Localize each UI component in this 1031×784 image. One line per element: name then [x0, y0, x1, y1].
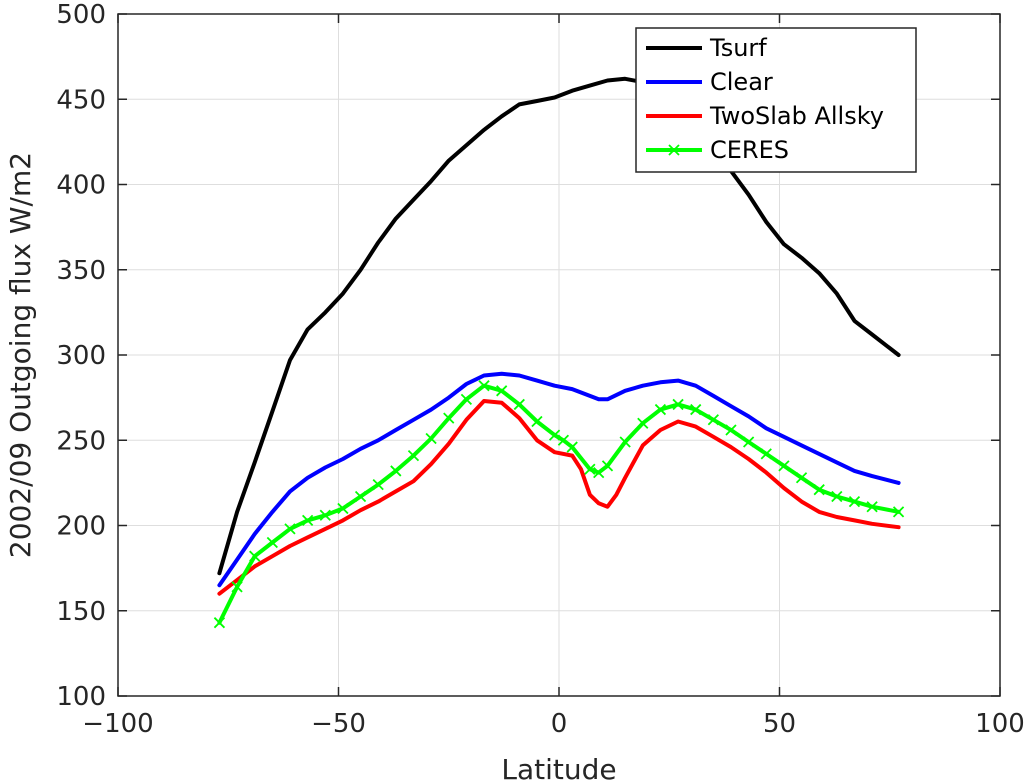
- legend-label-tsurf: Tsurf: [709, 34, 767, 62]
- y-tick-label: 300: [56, 341, 106, 371]
- series-clear: [217, 371, 901, 588]
- data-point-ceres: [213, 617, 226, 629]
- series-tsurf: [217, 76, 901, 576]
- data-point-ceres: [742, 436, 755, 448]
- ticks: −100 −50 0 50 100 100 150 200 250 300 350 400 450 500: [56, 0, 1024, 739]
- y-tick-label: 450: [56, 85, 106, 115]
- data-point-ceres: [760, 448, 772, 460]
- data-point-ceres: [425, 432, 437, 445]
- plot-series: [213, 76, 905, 629]
- x-tick-label: 50: [763, 709, 796, 739]
- data-point-ceres: [372, 478, 384, 491]
- data-point-ceres: [831, 490, 843, 503]
- data-point-ceres: [690, 403, 702, 416]
- data-point-ceres: [301, 514, 314, 527]
- data-point-ceres: [566, 441, 578, 453]
- data-point-ceres: [813, 484, 825, 496]
- data-point-ceres: [443, 412, 455, 424]
- data-point-ceres: [460, 393, 473, 405]
- y-tick-label: 100: [56, 682, 106, 712]
- x-tick-label: 100: [975, 709, 1025, 739]
- data-point-ceres: [513, 398, 525, 411]
- data-point-ceres: [531, 415, 543, 428]
- series-line-tsurf: [217, 76, 901, 576]
- x-tick-label: −50: [311, 709, 366, 739]
- data-point-ceres: [593, 467, 605, 479]
- data-point-ceres: [637, 417, 649, 429]
- legend-label-clear: Clear: [710, 68, 773, 96]
- data-point-ceres: [725, 424, 737, 436]
- data-point-ceres: [654, 403, 667, 416]
- data-point-ceres: [672, 398, 684, 411]
- data-point-ceres: [478, 380, 490, 392]
- data-point-ceres: [557, 434, 570, 446]
- data-point-ceres: [249, 550, 261, 562]
- data-point-ceres: [284, 523, 296, 535]
- legend: Tsurf Clear TwoSlab Allsky CERES: [635, 27, 917, 173]
- data-point-ceres: [584, 463, 596, 475]
- data-point-ceres: [707, 414, 719, 426]
- data-point-ceres: [866, 501, 878, 513]
- data-point-ceres: [601, 460, 614, 472]
- data-point-ceres: [407, 449, 420, 462]
- legend-marker-ceres: [668, 144, 680, 156]
- x-tick-label: 0: [551, 709, 568, 739]
- data-point-ceres: [231, 581, 243, 593]
- x-tick-label: −100: [82, 709, 153, 739]
- y-tick-label: 350: [56, 256, 106, 286]
- y-tick-label: 250: [56, 426, 106, 456]
- data-point-ceres: [548, 429, 561, 441]
- y-tick-label: 200: [56, 512, 106, 542]
- data-point-ceres: [390, 465, 402, 477]
- y-tick-label: 400: [56, 171, 106, 201]
- data-point-ceres: [848, 495, 861, 508]
- x-axis-label: Latitude: [501, 753, 616, 784]
- legend-label-ceres: CERES: [710, 136, 789, 164]
- data-point-ceres: [619, 436, 631, 448]
- data-point-ceres: [354, 490, 367, 503]
- series-line-clear: [217, 371, 901, 588]
- series-line-twoslab-allsky: [217, 399, 901, 596]
- data-point-ceres: [266, 536, 278, 549]
- y-tick-label: 500: [56, 0, 106, 30]
- data-point-ceres: [892, 506, 905, 518]
- data-point-ceres: [778, 460, 790, 472]
- series-ceres: [213, 380, 905, 629]
- y-tick-label: 150: [56, 597, 106, 627]
- y-axis-label: 2002/09 Outgoing flux W/m2: [4, 152, 37, 558]
- legend-label-twoslab-allsky: TwoSlab Allsky: [709, 102, 884, 130]
- data-point-ceres: [337, 502, 349, 515]
- data-point-ceres: [795, 472, 808, 484]
- data-point-ceres: [319, 509, 331, 521]
- series-twoslab-allsky: [217, 399, 901, 596]
- data-point-ceres: [496, 385, 508, 397]
